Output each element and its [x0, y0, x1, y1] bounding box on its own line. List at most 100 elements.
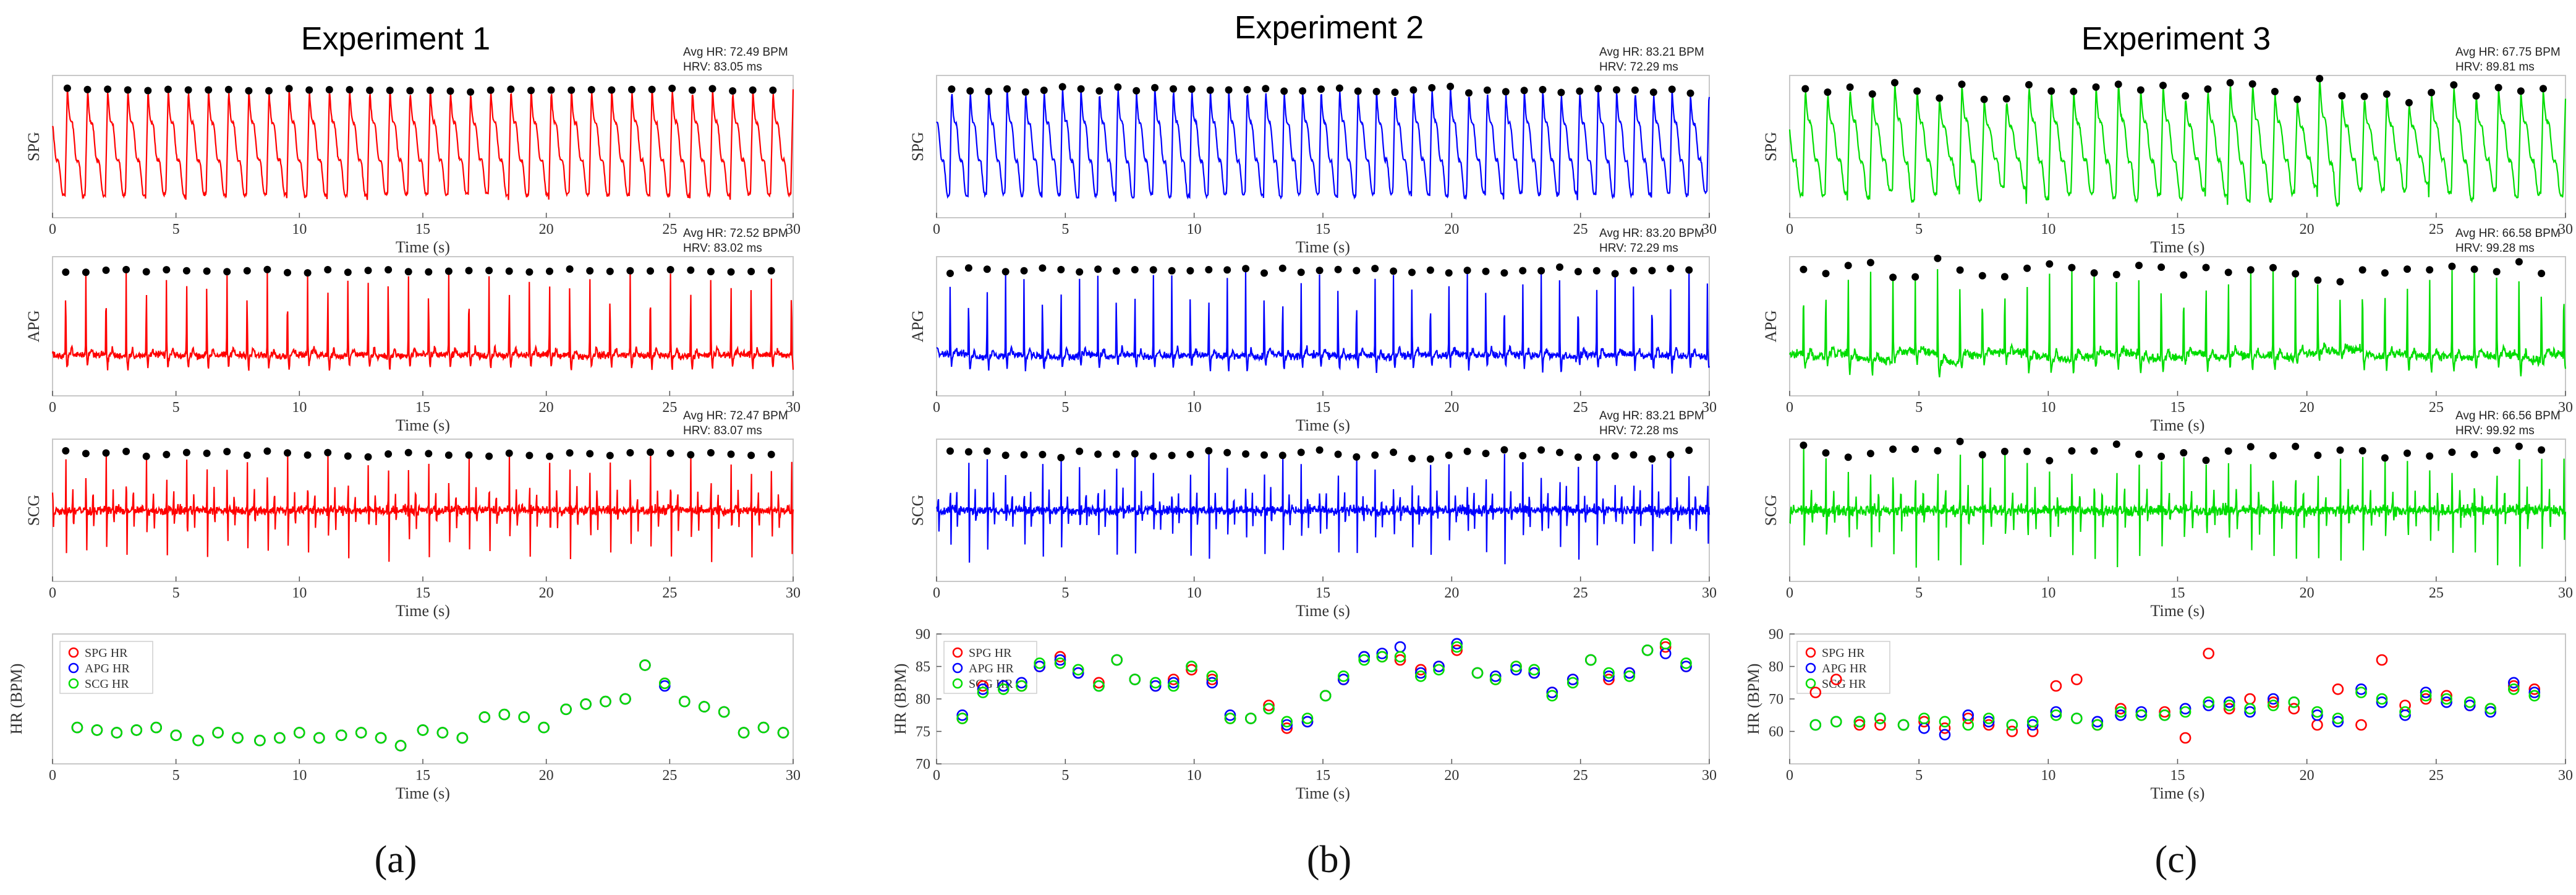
hr-point-scg: [2135, 709, 2148, 721]
hr-point-scg: [232, 732, 244, 744]
experiment-title: Experiment 1: [301, 21, 490, 57]
peak-marker: [1649, 88, 1657, 96]
peak-marker: [1095, 87, 1103, 95]
peak-marker: [1956, 266, 1964, 274]
hr-point-scg: [1338, 670, 1350, 682]
x-tick-label: 25: [662, 400, 677, 416]
peak-marker: [1556, 448, 1563, 456]
hr-point-spg: [2376, 654, 2388, 666]
peak-marker: [1426, 266, 1434, 274]
peak-marker: [324, 448, 332, 456]
peak-marker: [727, 268, 735, 276]
hr-point-apg: [1623, 667, 1636, 679]
peak-marker: [2450, 81, 2458, 89]
peak-marker: [1390, 267, 1398, 275]
peak-marker: [546, 452, 553, 460]
hr-point-scg: [1149, 677, 1162, 689]
peak-marker: [1149, 266, 1157, 274]
hr-point-scg: [2508, 683, 2520, 695]
x-axis-label: Time (s): [2151, 416, 2205, 434]
hr-point-apg: [1206, 677, 1218, 689]
peak-marker: [1168, 267, 1176, 275]
hr-point-apg: [2268, 693, 2279, 705]
y-tick-label: 90: [1769, 627, 1783, 643]
peak-marker: [205, 86, 213, 94]
x-tick-label: 5: [1915, 585, 1923, 601]
hr-point-spg: [2288, 703, 2300, 715]
peak-marker: [1334, 450, 1342, 458]
peak-marker: [1576, 87, 1584, 95]
peak-marker: [1278, 452, 1286, 460]
peak-marker: [465, 267, 473, 275]
peak-marker: [1020, 267, 1028, 275]
x-tick-label: 5: [172, 221, 180, 238]
experiment-1-panel: Experiment 1 0 5 10 15 20 25 30 Time (s) SPG Avg H…: [7, 21, 801, 881]
hr-point-spg: [2179, 732, 2191, 744]
x-axis-label: Time (s): [2151, 238, 2205, 256]
x-tick-label: 20: [2300, 400, 2315, 416]
peak-marker: [2090, 447, 2098, 455]
hr-point-spg: [2071, 674, 2083, 685]
x-tick-label: 0: [1786, 768, 1793, 784]
peak-marker: [425, 268, 433, 276]
x-tick-label: 5: [172, 585, 180, 601]
legend-label: SCG HR: [1822, 677, 1866, 691]
peak-marker: [1537, 267, 1545, 275]
peak-marker: [425, 450, 433, 458]
hr-point-spg: [1603, 674, 1615, 685]
peak-marker: [1500, 269, 1508, 277]
peak-marker: [2293, 95, 2302, 103]
peak-marker: [747, 452, 755, 460]
peak-marker: [1262, 85, 1270, 93]
peak-marker: [364, 267, 372, 275]
plot-box: [936, 633, 1710, 764]
signal-trace: [936, 451, 1711, 565]
x-tick-label: 30: [786, 221, 801, 238]
peak-marker: [2426, 266, 2434, 274]
y-axis-label: SPG: [25, 132, 43, 161]
y-tick-label: 80: [1769, 659, 1783, 675]
signal-trace: [1788, 267, 2567, 378]
hr-point-scg: [436, 727, 449, 739]
x-tick-label: 0: [933, 221, 940, 238]
peak-marker: [1934, 447, 1942, 455]
x-tick-label: 15: [2170, 768, 2185, 784]
peak-marker: [687, 451, 695, 459]
hr-point-scg: [1528, 664, 1540, 676]
hr-point-scg: [1376, 651, 1388, 663]
x-tick-label: 15: [1316, 221, 1330, 238]
peak-marker: [608, 86, 616, 94]
peak-marker: [426, 87, 434, 94]
peak-marker: [124, 86, 132, 94]
peak-marker: [2515, 442, 2523, 450]
hr-point-scg: [2332, 713, 2344, 724]
hr-point-scg: [1489, 674, 1502, 685]
x-tick-label: 10: [1187, 221, 1202, 238]
hr-point-scg: [1186, 661, 1197, 672]
hr-point-scg: [1129, 674, 1141, 685]
hr-point-spg: [1451, 644, 1463, 656]
hrv-annotation: HRV: 72.29 ms: [1599, 61, 1678, 74]
peak-marker: [2426, 452, 2434, 460]
peak-marker: [1630, 267, 1638, 275]
hr-point-apg: [2203, 700, 2214, 711]
x-tick-label: 0: [933, 400, 940, 416]
peak-marker: [346, 86, 354, 93]
hr-point-spg: [2006, 726, 2018, 737]
peak-marker: [1866, 259, 1874, 267]
peak-marker: [708, 85, 716, 93]
hr-point-scg: [1072, 664, 1084, 676]
x-tick-label: 15: [1316, 400, 1330, 416]
peak-marker: [1519, 267, 1527, 275]
peak-marker: [707, 449, 715, 456]
peak-marker: [1020, 451, 1028, 459]
peak-marker: [1668, 85, 1676, 93]
hr-point-apg: [1338, 674, 1350, 685]
x-tick-label: 0: [933, 768, 940, 784]
peak-marker: [1913, 87, 1921, 95]
hr-point-scg: [355, 727, 367, 739]
x-tick-label: 15: [1316, 585, 1330, 601]
x-tick-label: 25: [1573, 221, 1588, 238]
hr-point-apg: [1546, 687, 1558, 698]
